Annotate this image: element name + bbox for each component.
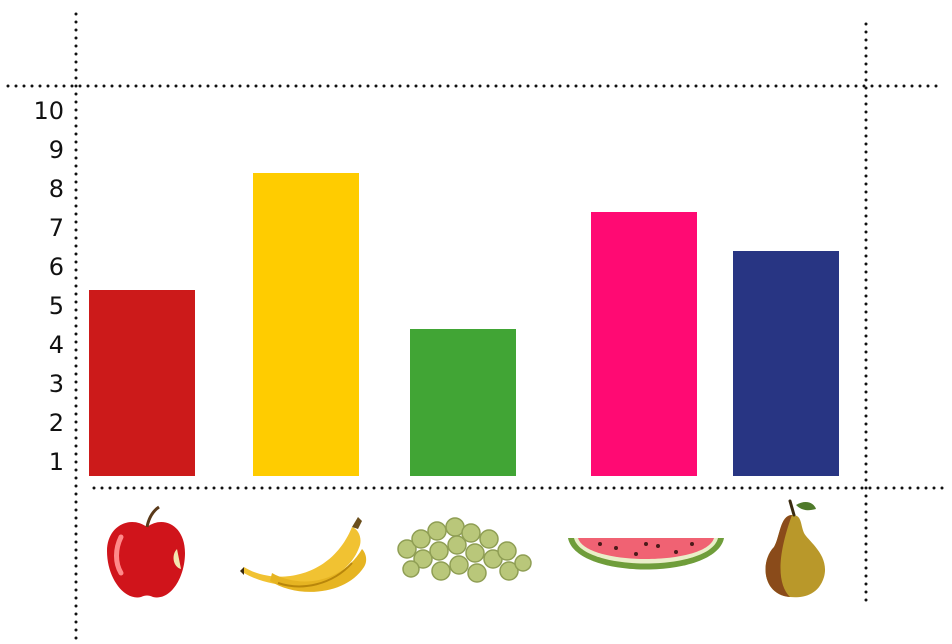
y-axis-ticks: 1 2 3 4 5 6 7 8 9 10 (33, 97, 64, 476)
y-tick-label: 4 (49, 331, 64, 359)
category-icons (107, 499, 826, 598)
pear-icon (765, 499, 826, 598)
grapes-icon (397, 517, 532, 583)
apple-icon (107, 505, 185, 598)
y-tick-label: 10 (33, 97, 64, 125)
y-tick-label: 9 (49, 136, 64, 164)
banana-icon (240, 517, 367, 592)
y-tick-label: 6 (49, 253, 64, 281)
y-tick-label: 7 (49, 214, 64, 242)
y-tick-label: 8 (49, 175, 64, 203)
watermelon-icon (568, 538, 724, 570)
y-tick-label: 5 (49, 292, 64, 320)
y-tick-label: 1 (49, 448, 64, 476)
bars (89, 173, 839, 476)
bar-grapes (410, 329, 516, 476)
bar-banana (253, 173, 359, 476)
bar-pear (733, 251, 839, 476)
bar-apple (89, 290, 195, 476)
bar-watermelon (591, 212, 697, 476)
y-tick-label: 3 (49, 370, 64, 398)
y-tick-label: 2 (49, 409, 64, 437)
